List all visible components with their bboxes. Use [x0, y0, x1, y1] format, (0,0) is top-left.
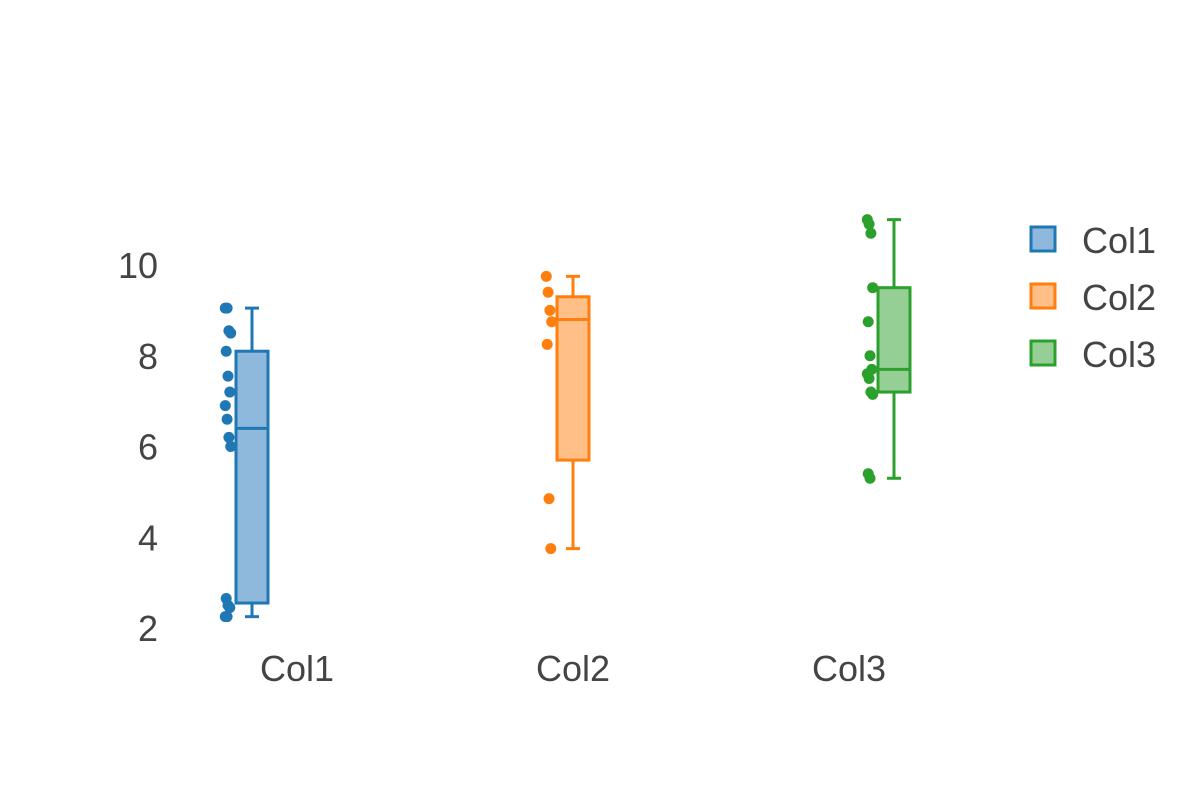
data-point [864, 350, 876, 362]
y-tick-label: 6 [138, 427, 158, 468]
y-tick-label: 2 [138, 608, 158, 649]
data-point [544, 304, 556, 316]
legend-swatch [1029, 339, 1057, 367]
data-point [867, 388, 879, 400]
data-point [540, 270, 552, 282]
data-point [865, 227, 877, 239]
box-series-col1 [219, 302, 270, 623]
box-series-col2 [540, 270, 591, 555]
legend-label: Col1 [1082, 220, 1156, 261]
data-point [864, 472, 876, 484]
data-point [543, 493, 555, 505]
data-point [221, 413, 233, 425]
data-point [225, 441, 237, 452]
data-point [220, 345, 232, 357]
y-tick-label: 10 [118, 245, 158, 286]
data-point [863, 218, 875, 230]
iqr-box [234, 349, 270, 605]
iqr-box [876, 286, 912, 394]
data-point [867, 282, 879, 294]
legend-swatch [1029, 225, 1057, 253]
iqr-box [555, 295, 591, 462]
box-series-col3 [861, 214, 912, 484]
data-point [219, 400, 231, 412]
data-point [224, 602, 236, 614]
legend-item-col2: Col2 [1029, 277, 1156, 318]
data-point [221, 302, 233, 314]
x-tick-label: Col1 [260, 648, 334, 689]
x-tick-label: Col2 [536, 648, 610, 689]
legend-label: Col2 [1082, 277, 1156, 318]
legend: Col1 Col2 Col3 [1029, 220, 1156, 375]
box-plot-series [219, 214, 912, 623]
data-point [222, 370, 234, 382]
legend-label: Col3 [1082, 334, 1156, 375]
data-point [546, 316, 558, 328]
legend-swatch [1029, 282, 1057, 310]
y-axis-ticks: 2 4 6 8 10 [118, 245, 158, 649]
data-point [541, 338, 553, 350]
y-tick-label: 8 [138, 336, 158, 377]
data-point [224, 386, 236, 398]
legend-item-col1: Col1 [1029, 220, 1156, 261]
legend-item-col3: Col3 [1029, 334, 1156, 375]
y-tick-label: 4 [138, 517, 158, 558]
data-point [862, 316, 874, 328]
x-axis-category-labels: Col1 Col2 Col3 [260, 648, 886, 689]
data-point [225, 327, 237, 339]
data-point [545, 543, 557, 555]
data-point [863, 372, 875, 384]
data-point [542, 286, 554, 298]
data-point [223, 431, 235, 443]
x-tick-label: Col3 [812, 648, 886, 689]
data-point [221, 611, 233, 623]
